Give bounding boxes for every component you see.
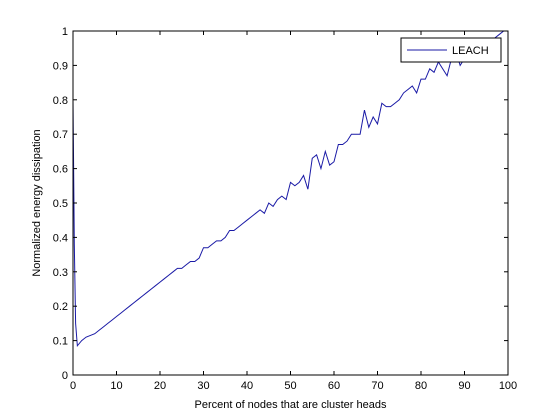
y-tick-label: 0.6 bbox=[53, 164, 68, 176]
y-tick-label: 0 bbox=[62, 370, 68, 382]
x-tick-label: 90 bbox=[458, 380, 470, 392]
plot-area bbox=[73, 31, 508, 375]
series-layer bbox=[72, 30, 508, 348]
legend: LEACH bbox=[400, 37, 502, 63]
series-line-leach bbox=[72, 30, 508, 348]
x-tick-label: 30 bbox=[197, 380, 209, 392]
y-tick-label: 0.5 bbox=[53, 198, 68, 210]
y-tick-label: 0.7 bbox=[53, 129, 68, 141]
y-tick-label: 0.8 bbox=[53, 95, 68, 107]
ticks-layer: 0 10 20 30 40 50 60 70 80 90 100 0 0.1 0.2 0.3 0.4 0.5 0.… bbox=[53, 26, 517, 392]
y-tick-label: 0.1 bbox=[53, 336, 68, 348]
x-tick-label: 0 bbox=[70, 380, 76, 392]
y-tick-label: 0.2 bbox=[53, 301, 68, 313]
x-tick-label: 20 bbox=[154, 380, 166, 392]
legend-label-leach: LEACH bbox=[452, 45, 489, 57]
x-tick-label: 40 bbox=[241, 380, 253, 392]
x-tick-label: 80 bbox=[415, 380, 427, 392]
x-tick-label: 50 bbox=[284, 380, 296, 392]
y-tick-label: 0.9 bbox=[53, 60, 68, 72]
y-tick-label: 1 bbox=[62, 26, 68, 38]
x-axis-label: Percent of nodes that are cluster heads bbox=[194, 399, 387, 411]
x-tick-label: 10 bbox=[110, 380, 122, 392]
x-tick-label: 60 bbox=[328, 380, 340, 392]
x-tick-label: 70 bbox=[371, 380, 383, 392]
y-tick-label: 0.4 bbox=[53, 232, 68, 244]
x-tick-label: 100 bbox=[499, 380, 517, 392]
y-axis-label: Normalized energy dissipation bbox=[31, 129, 43, 276]
y-tick-label: 0.3 bbox=[53, 267, 68, 279]
